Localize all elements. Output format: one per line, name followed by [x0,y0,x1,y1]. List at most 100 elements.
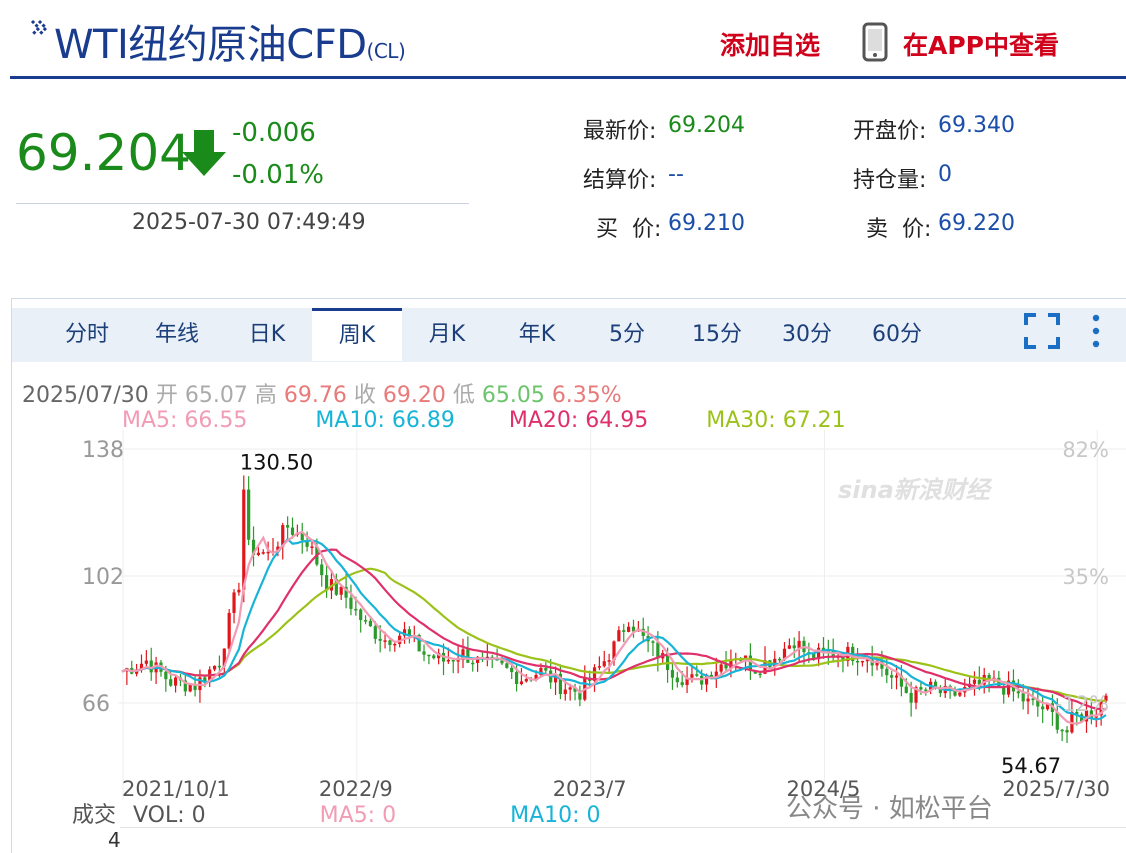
open-label: 开 [155,383,178,408]
kline-chart: 138 102 66 82% 35% -12% 2021/10/1 2022/9 2023/… [82,430,1126,800]
candle-body [919,687,923,690]
candle-body [383,640,387,642]
candle-body [368,620,373,627]
candle-body [685,677,689,685]
candle-body [169,679,173,686]
candle-body [880,660,884,669]
candle-body [987,674,991,680]
candle-body [354,608,358,611]
volume-value: VOL: 0 [133,803,206,828]
candle-body [977,679,981,685]
candle-body [651,641,655,643]
volume-label: 成交 [72,803,117,828]
instrument-symbol: (CL) [366,39,406,63]
ma30-line [121,567,1107,702]
candle-body [164,671,168,680]
add-favorite-button[interactable]: 添加自选 [720,31,821,60]
candle-body [816,647,821,660]
candle-body [446,659,450,662]
candle-body [1084,710,1089,722]
price-change-pct: -0.01% [232,160,324,190]
candle-body [217,665,222,668]
candle-body [519,681,524,685]
candle-body [232,592,236,613]
pct-tick-label: -12% [1055,692,1109,716]
candle-body [821,647,826,651]
more-options-icon[interactable] [1088,313,1104,349]
ma20-line [121,548,1107,711]
candle-body [149,660,153,673]
candle-body [456,660,460,662]
candle-body [885,668,889,676]
candle-body [875,660,879,666]
tab-intraday[interactable]: 分时 [64,322,109,347]
candle-body [266,551,270,554]
candle-body [855,660,860,663]
pct-tick-label: 35% [1062,565,1109,589]
candle-body [1060,729,1064,732]
candle-body [641,628,645,637]
candle-body [1036,699,1040,707]
sina-watermark: sina新浪财经 [838,476,990,504]
candle-body [212,665,217,670]
candle-body [1002,686,1006,695]
candle-body [924,689,928,692]
fullscreen-icon[interactable] [1024,313,1060,349]
candle-body [359,609,363,621]
tab-5min[interactable]: 5分 [609,322,645,347]
candle-body [144,660,148,664]
view-in-app-button[interactable]: 在APP中查看 [903,31,1059,60]
candle-body [1041,706,1045,710]
field-value-open-interest: 0 [938,162,952,187]
candle-body [597,666,601,668]
candle-body [958,692,962,696]
tab-yearly-k[interactable]: 年K [518,322,556,347]
volume-divider [120,827,1126,828]
field-label: 结算价: [583,168,657,193]
candle-body [782,648,787,660]
candle-body [183,680,187,692]
candle-body [792,645,796,649]
tab-30min[interactable]: 30分 [782,322,832,347]
legend-ma30: MA30: 67.21 [706,408,846,433]
tab-daily-k[interactable]: 日K [248,322,286,347]
candle-body [860,660,865,663]
candle-body [324,575,329,591]
tab-60min[interactable]: 60分 [872,322,922,347]
candle-body [578,691,582,700]
candle-body [1016,691,1020,694]
candle-body [831,651,835,658]
phone-icon [862,22,888,62]
candle-body [451,659,455,662]
x-tick-label: 2023/7 [553,777,627,800]
field-label: 持仓量: [853,168,927,193]
y-tick-label: 66 [82,692,110,717]
candle-body [568,687,572,690]
x-tick-label: 2025/7/30 [1002,777,1110,800]
tab-15min[interactable]: 15分 [692,322,742,347]
tab-weekly-k[interactable]: 周K [312,308,402,361]
tab-monthly-k[interactable]: 月K [428,322,466,347]
low-label: 低 [452,383,475,408]
bar-change-pct: 6.35% [551,383,622,408]
candle-body [500,660,504,664]
candle-body [393,643,397,646]
tab-year-line[interactable]: 年线 [154,322,199,347]
candle-body [690,674,694,678]
candle-body [349,597,353,609]
candle-body [432,655,436,659]
volume-ma10: MA10: 0 [510,803,601,828]
y-axis: 138 102 66 [82,438,124,717]
candle-body [724,664,728,669]
candle-body [339,586,343,595]
ma-lines [121,530,1107,725]
candle-body [247,489,251,540]
pct-tick-label: 82% [1062,438,1109,462]
candle-body [388,640,392,645]
candle-body [1021,693,1025,702]
candle-body [398,635,402,644]
open-value: 65.07 [184,383,248,408]
field-value-latest: 69.204 [668,113,745,138]
wechat-watermark: 公众号 · 如松平台 [786,794,993,824]
chart-panel [11,298,1126,853]
